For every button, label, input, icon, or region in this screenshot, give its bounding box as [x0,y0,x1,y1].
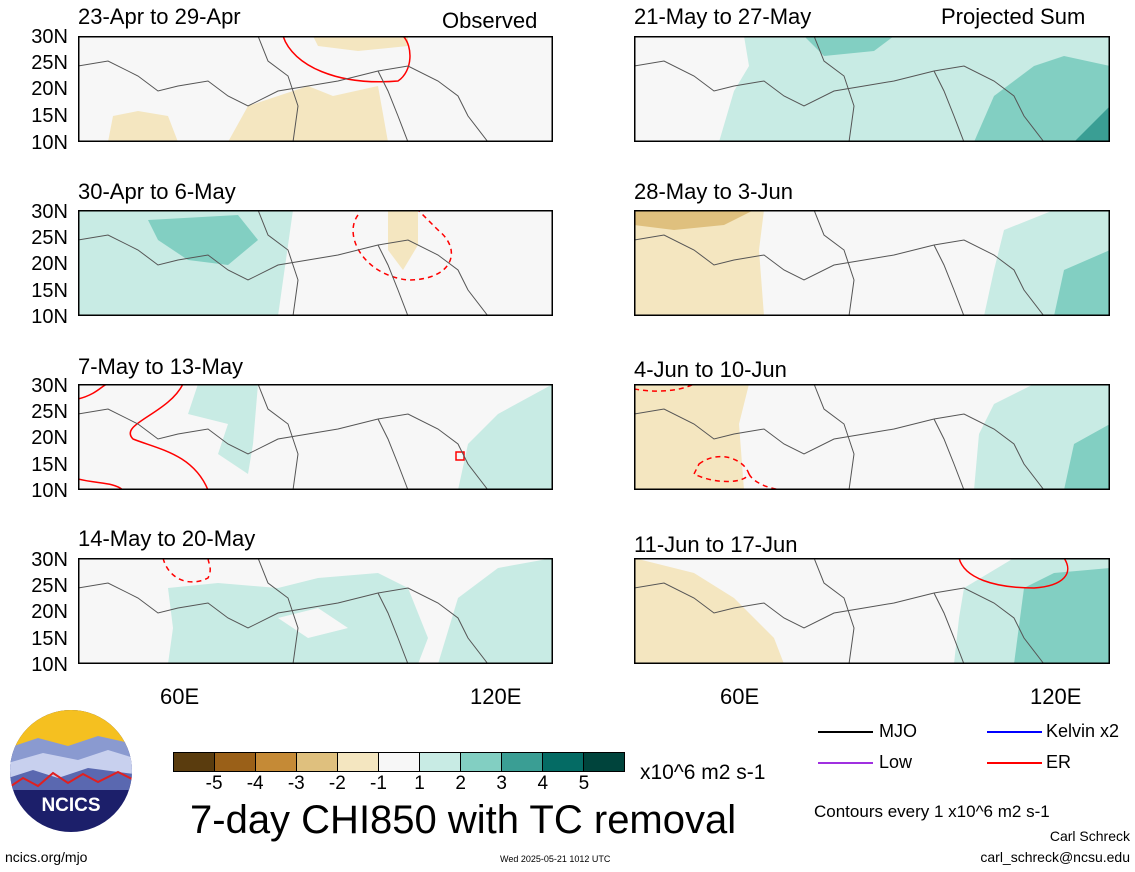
site-link[interactable]: ncics.org/mjo [5,849,88,865]
y-tick: 25N [31,401,68,423]
map-panel [78,36,553,142]
panel-projected-2: 28-May to 3-Jun [560,175,1135,335]
legend-line-er [987,762,1042,764]
panel-projected-1: 21-May to 27-May Projected Sum [560,0,1135,160]
colorbar-labels: -5 -4 -3 -2 -1 1 2 3 4 5 [173,774,625,796]
map-panel [78,210,553,316]
y-tick: 25N [31,227,68,249]
ncics-logo: NCICS [10,710,132,832]
colorbar-label: -2 [328,773,346,794]
x-tick: 120E [1030,684,1082,709]
panel-title: 7-May to 13-May [78,354,244,379]
panel-title: 14-May to 20-May [78,526,256,551]
panel-title: 4-Jun to 10-Jun [634,357,787,382]
y-tick: 30N [31,375,68,397]
map-panel [78,558,553,664]
map-panel [634,210,1110,316]
panel-title: 28-May to 3-Jun [634,179,793,204]
legend-label-mjo: MJO [879,721,917,741]
y-tick: 20N [31,253,68,275]
colorbar [173,752,625,772]
x-tick: 60E [160,684,200,709]
y-tick: 15N [31,280,68,302]
colorbar-label: 4 [537,773,549,794]
map-panel [634,384,1110,490]
y-tick: 20N [31,427,68,449]
colorbar-cell [297,753,338,771]
y-tick: 30N [31,549,68,571]
panel-projected-4: 11-Jun to 17-Jun 60E 120E [560,524,1135,724]
colorbar-cell [502,753,543,771]
legend: MJO Kelvin x2 Low ER [812,720,1132,780]
colorbar-cell [379,753,420,771]
panel-observed-2: 30-Apr to 6-May 30N 25N 20N 15N 10N [0,175,560,335]
colorbar-cell [256,753,297,771]
x-tick: 120E [470,684,522,709]
y-tick: 25N [31,52,68,74]
colorbar-label: -3 [287,773,305,794]
logo-text: NCICS [41,795,100,816]
colorbar-units: x10^6 m2 s-1 [640,761,766,784]
panel-tag: Projected Sum [941,4,1086,29]
colorbar-cell [338,753,379,771]
legend-line-kelvin [987,731,1042,733]
author: Carl Schreck [1049,828,1130,844]
contour-note: Contours every 1 x10^6 m2 s-1 [814,802,1050,821]
panel-observed-3: 7-May to 13-May 30N 25N 20N 15N 10N [0,350,560,510]
colorbar-cell [584,753,624,771]
colorbar-cell [543,753,584,771]
main-title: 7-day CHI850 with TC removal [190,798,737,842]
map-panel [78,384,553,490]
y-tick: 15N [31,105,68,127]
y-tick: 30N [31,201,68,223]
panel-observed-1: 23-Apr to 29-Apr Observed 30N 25N 20N 15… [0,0,560,160]
colorbar-cell [461,753,502,771]
y-tick: 15N [31,628,68,650]
y-tick: 20N [31,601,68,623]
colorbar-label: 3 [496,773,507,794]
email-link[interactable]: carl_schreck@ncsu.edu [980,849,1130,865]
y-tick: 10N [31,480,68,502]
colorbar-label: 1 [414,773,425,794]
panel-projected-3: 4-Jun to 10-Jun [560,350,1135,510]
timestamp: Wed 2025-05-21 1012 UTC [500,854,611,864]
colorbar-label: -1 [370,773,387,794]
legend-label-kelvin: Kelvin x2 [1046,721,1120,741]
y-tick: 10N [31,306,68,328]
y-tick: 25N [31,575,68,597]
x-tick: 60E [720,684,760,709]
colorbar-label: -4 [246,773,264,794]
map-panel [634,36,1110,142]
colorbar-label: 5 [578,773,590,794]
panel-observed-4: 14-May to 20-May 30N 25N 20N 15N 10N 60E… [0,524,560,724]
y-tick: 20N [31,78,68,100]
colorbar-cell [420,753,461,771]
colorbar-cell [215,753,256,771]
panel-title: 23-Apr to 29-Apr [78,4,241,29]
panel-title: 30-Apr to 6-May [78,179,236,204]
y-tick: 30N [31,26,68,48]
legend-line-low [818,762,873,764]
colorbar-cell [174,753,215,771]
y-tick: 15N [31,454,68,476]
colorbar-label: 2 [455,773,466,794]
colorbar-label: -5 [205,773,223,794]
map-panel [634,558,1110,664]
panel-title: 11-Jun to 17-Jun [634,532,798,557]
legend-line-mjo [818,731,873,733]
legend-label-er: ER [1046,752,1072,772]
legend-label-low: Low [879,752,913,772]
y-tick: 10N [31,654,68,676]
y-tick: 10N [31,132,68,154]
panel-tag: Observed [442,8,538,33]
panel-title: 21-May to 27-May [634,4,812,29]
